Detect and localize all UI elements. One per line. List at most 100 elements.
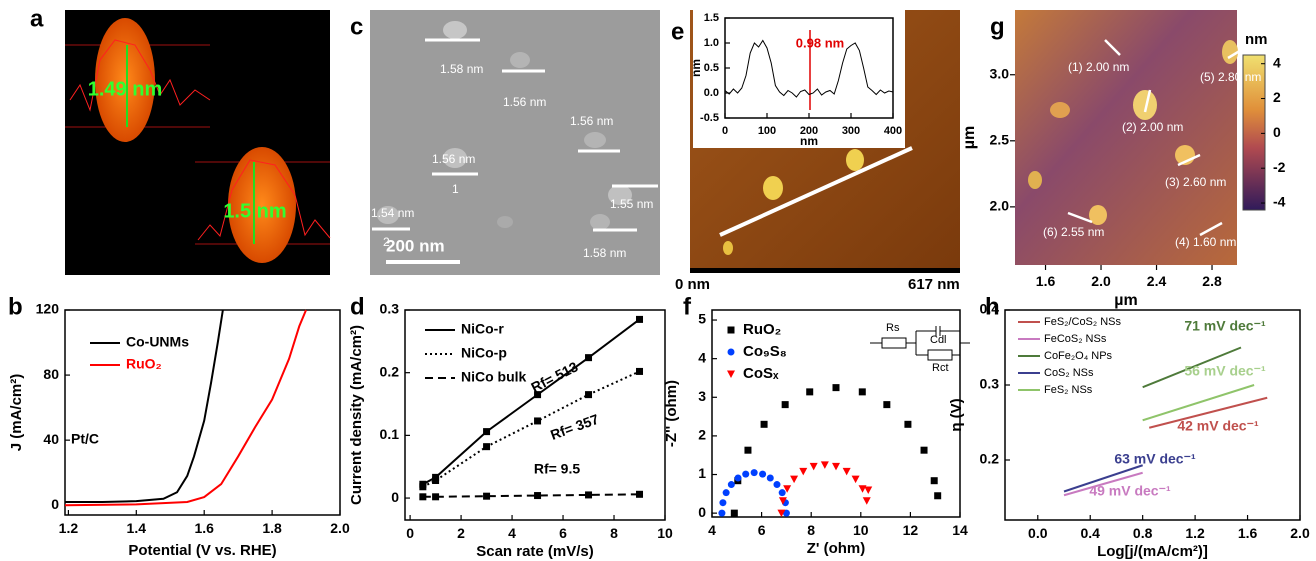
panel-letter: g (990, 13, 1005, 40)
image (370, 10, 660, 275)
series-line (1063, 471, 1143, 497)
marker (636, 367, 644, 375)
labels: 1.58 nm 1.56 nm 1.56 nm 1.56 nm 1 1.54 n… (371, 62, 653, 260)
x-tick-label: 300 (842, 125, 860, 137)
y-tick-label: 0.3 (980, 376, 1000, 392)
series-line (65, 309, 224, 503)
particle (1028, 171, 1042, 189)
y-tick-label: 1.0 (704, 37, 719, 49)
annotation: 0.98 nm (796, 35, 844, 50)
annotation: 56 mV dec⁻¹ (1184, 363, 1266, 379)
y-axis-title: µm (961, 126, 978, 149)
x-tick-label: 2.0 (330, 520, 350, 536)
y-axis-title: nm (689, 59, 703, 77)
x-tick-label: 2.8 (1202, 273, 1222, 289)
marker (883, 401, 891, 409)
marker (744, 446, 752, 454)
x-tick-label: 4 (708, 522, 716, 538)
annotation: Rf= 357 (548, 411, 601, 443)
x-axis-title: Log[j/(mA/cm²)] (1097, 543, 1208, 560)
plot-frame (64, 309, 341, 516)
x-tick-label: 4 (508, 525, 516, 541)
y-tick-label: 4 (698, 349, 706, 365)
panel-letter: f (683, 293, 692, 320)
scale-bar (690, 268, 960, 273)
series-line (422, 370, 640, 488)
marker (766, 474, 774, 482)
legend-label: Co-UNMs (126, 334, 189, 350)
annotation: (3) 2.60 nm (1165, 175, 1226, 189)
marker (781, 401, 789, 409)
y-axis-title: η (V) (948, 398, 965, 431)
x-tick-label: 0.4 (1080, 525, 1100, 541)
marker (419, 493, 427, 501)
marker (930, 477, 938, 485)
panel-e: e 0 nm 617 nm (671, 8, 960, 293)
particle (723, 241, 733, 255)
x-tick-label: 0 (722, 125, 728, 137)
x-tick-label: 6 (758, 522, 766, 538)
size-label: 1.58 nm (440, 62, 483, 76)
series-line (422, 318, 641, 486)
panel-letter: d (350, 293, 365, 320)
colorbar-tick-label: -4 (1273, 194, 1286, 210)
series-line (1063, 464, 1143, 493)
circuit (927, 349, 953, 361)
y-tick-label: 120 (36, 301, 60, 317)
marker (734, 474, 742, 482)
circuit-label: Rct (932, 362, 949, 374)
marker (534, 417, 542, 425)
x-tick-label: 400 (884, 125, 902, 137)
particle (846, 149, 864, 171)
x-tick-label: 2 (457, 525, 465, 541)
marker (534, 391, 542, 399)
x-tick-label: 10 (853, 522, 869, 538)
marker (778, 489, 786, 497)
circuit (870, 326, 970, 356)
profile (197, 159, 331, 241)
inset-background (693, 8, 905, 148)
x-tick-label: 0 (406, 525, 414, 541)
marker (920, 446, 928, 454)
circuit-label: Cdl (930, 334, 947, 346)
particle (1089, 205, 1107, 225)
height-label: 1.49 nm (88, 78, 162, 100)
scan-line (719, 146, 913, 237)
marker (727, 348, 735, 356)
particle (1050, 102, 1070, 118)
panel-letter: a (30, 5, 44, 32)
x-tick-label: 8 (807, 522, 815, 538)
y-tick-label: 1.5 (704, 12, 719, 24)
marker (730, 509, 738, 517)
marker (719, 499, 727, 507)
annotation: (2) 2.00 nm (1122, 120, 1183, 134)
y-tick-label: 2.0 (990, 198, 1010, 214)
x-tick-label: 12 (903, 522, 919, 538)
scale-label: 0 nm (675, 276, 710, 293)
y-tick-label: 2.5 (990, 132, 1010, 148)
x-axis-title: Z' (ohm) (807, 540, 866, 557)
legend-label: FeS₂/CoS₂ NSs (1044, 316, 1122, 328)
colorbar-tick-label: 4 (1273, 54, 1281, 70)
annotation: Rf= 513 (528, 358, 580, 395)
x-axis-title: Potential (V vs. RHE) (128, 542, 276, 559)
y-tick-label: 0 (391, 489, 399, 505)
series-line (1142, 384, 1255, 422)
particle (510, 52, 530, 68)
y-tick-label: 0.1 (380, 426, 400, 442)
marker (904, 420, 912, 428)
image (1015, 10, 1237, 265)
particle (443, 148, 467, 168)
marker (858, 485, 867, 493)
annotation: (6) 2.55 nm (1043, 225, 1104, 239)
marker (585, 391, 593, 399)
marker (864, 486, 873, 494)
panel-letter: b (8, 293, 23, 320)
marker (727, 481, 735, 489)
marker (759, 470, 767, 478)
x-tick-label: 1.2 (1185, 525, 1205, 541)
marker (778, 497, 787, 505)
y-axis-title: -Z'' (ohm) (663, 380, 680, 447)
plot-frame (404, 309, 666, 521)
colorbar-tick-label: -2 (1273, 159, 1286, 175)
